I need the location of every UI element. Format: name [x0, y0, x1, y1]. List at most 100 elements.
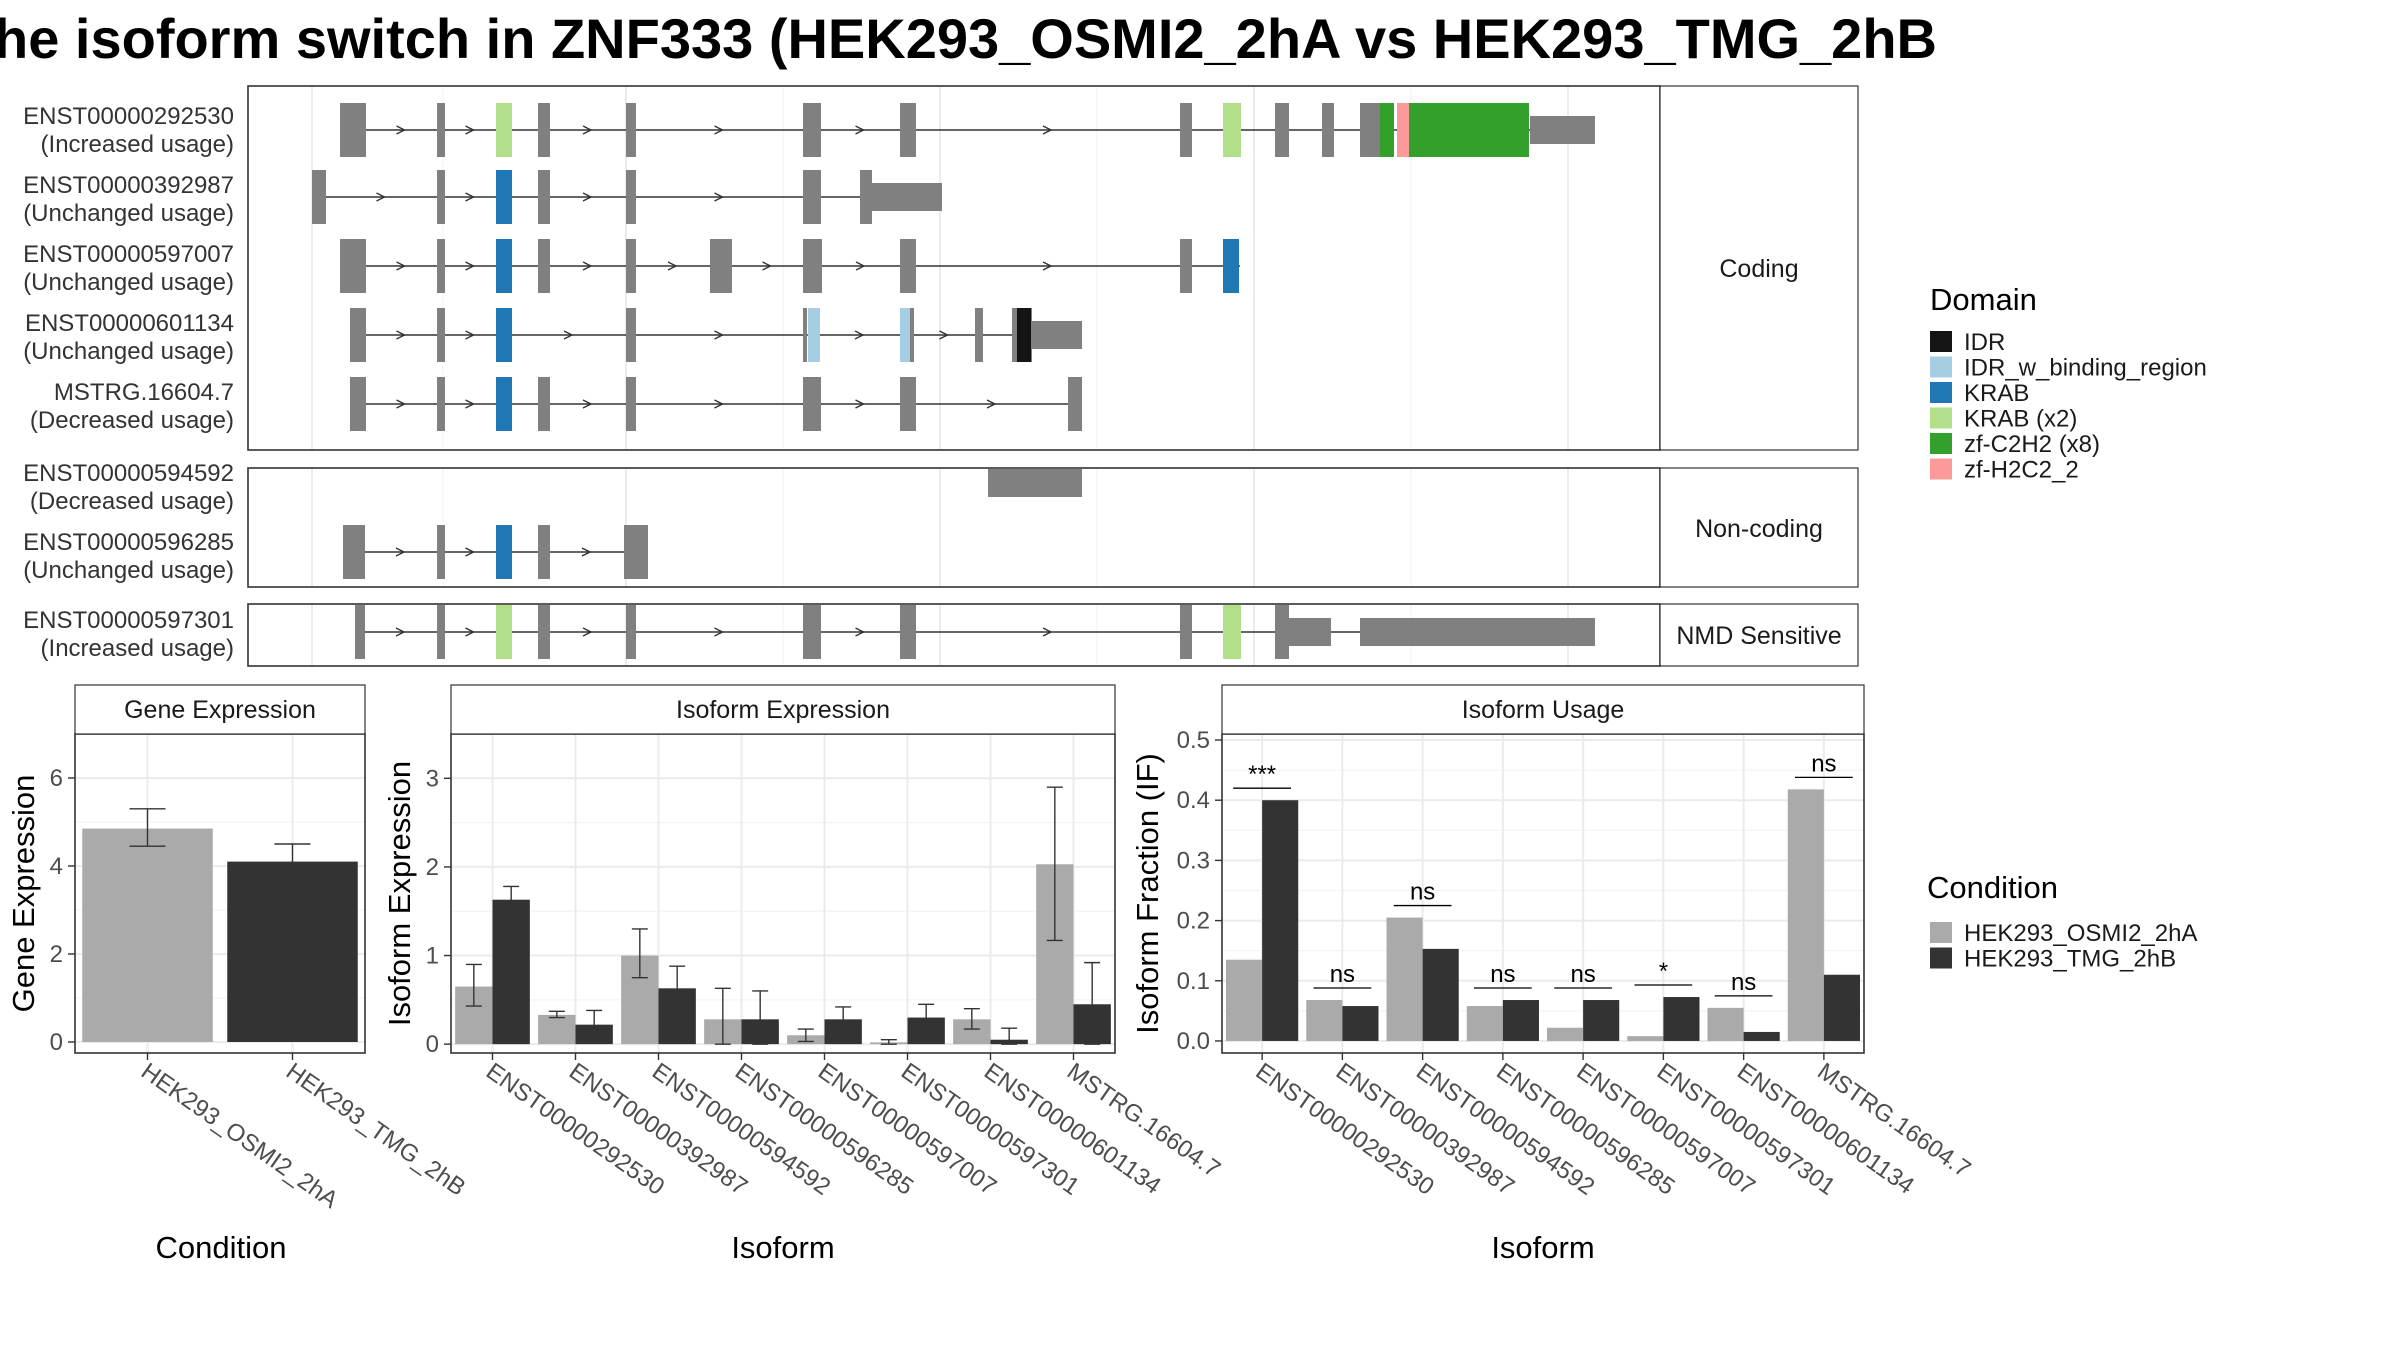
protein-domain [1223, 239, 1239, 293]
exon [1180, 605, 1192, 659]
exon [538, 377, 550, 431]
bar [1663, 997, 1700, 1041]
legend-key-label: IDR [1964, 329, 2005, 356]
bar [1226, 959, 1263, 1041]
exon [538, 239, 550, 293]
exon [340, 103, 366, 157]
exon [626, 103, 636, 157]
exon [1289, 618, 1331, 646]
exon [900, 103, 916, 157]
protein-domain [808, 308, 820, 362]
chart-title: Isoform Usage [1462, 696, 1625, 724]
exon [1275, 605, 1289, 659]
y-tick-label: 2 [426, 854, 439, 881]
x-axis-title: Isoform [731, 1230, 834, 1265]
bar [1502, 1000, 1539, 1041]
y-tick-label: 0 [426, 1031, 439, 1058]
exon [1180, 103, 1192, 157]
intron-direction-arrow [395, 627, 406, 637]
transcript-usage-label: (Unchanged usage) [23, 557, 234, 584]
legend-key-label: HEK293_OSMI2_2hA [1964, 920, 2197, 947]
condition-legend-title: Condition [1927, 870, 2058, 905]
exon [437, 605, 445, 659]
intron-direction-arrow [714, 125, 725, 135]
protein-domain [1017, 308, 1031, 362]
exon [437, 308, 445, 362]
transcript-id-label: ENST00000597007 [23, 241, 234, 268]
exon [1068, 377, 1082, 431]
exon [350, 377, 366, 431]
legend-key-swatch [1930, 356, 1952, 378]
transcript-id-label: ENST00000392987 [23, 172, 234, 199]
intron-direction-arrow [855, 627, 866, 637]
protein-domain [900, 308, 910, 362]
intron-direction-arrow [396, 125, 407, 135]
intron-direction-arrow [465, 261, 476, 271]
legend-key-label: IDR_w_binding_region [1964, 355, 2207, 382]
significance-label: ns [1410, 879, 1435, 906]
domain-legend-title: Domain [1930, 282, 2037, 317]
exon [626, 377, 636, 431]
exon [803, 605, 821, 659]
exon [538, 605, 550, 659]
protein-domain [496, 308, 512, 362]
significance-label: ns [1490, 961, 1515, 988]
facet-strip-noncoding [1659, 467, 1859, 588]
chart-title: Isoform Expression [676, 696, 890, 724]
isoform-usage-chart: *** ns ns ns ns * ns ns Isoform Usage 0.0 0.1 0.2 0.… [1130, 684, 1975, 1265]
protein-domain [1409, 103, 1529, 157]
transcript-usage-label: (Unchanged usage) [23, 200, 234, 227]
exon [803, 377, 821, 431]
exon [1360, 618, 1595, 646]
intron-direction-arrow [376, 192, 387, 202]
legend-key-swatch [1930, 382, 1952, 403]
exon [437, 103, 445, 157]
protein-domain [1397, 103, 1409, 157]
x-axis-title: Isoform [1491, 1230, 1594, 1265]
exon [1275, 103, 1289, 157]
exon [1180, 239, 1192, 293]
intron-direction-arrow [1042, 627, 1053, 637]
exon [340, 239, 366, 293]
exon [1530, 116, 1595, 144]
bar [82, 828, 213, 1042]
noncoding-panel [248, 468, 1660, 587]
facet-label-nmd: NMD Sensitive [1676, 622, 1841, 650]
facet-label-noncoding: Non-coding [1695, 515, 1823, 543]
legend-key-swatch [1930, 407, 1952, 429]
y-tick-label: 0.4 [1177, 787, 1210, 814]
transcript-tracks [312, 103, 1595, 659]
intron-direction-arrow [465, 125, 476, 135]
intron-direction-arrow [396, 330, 407, 340]
facet-strip [450, 684, 1116, 735]
exon [538, 103, 550, 157]
intron-direction-arrow [465, 192, 476, 202]
intron-direction-arrow [465, 399, 476, 409]
plot-panel [451, 734, 1115, 1053]
protein-domain [1223, 605, 1241, 659]
y-tick-label: 0 [50, 1029, 63, 1056]
exon [626, 239, 636, 293]
y-tick-label: 0.2 [1177, 908, 1210, 935]
exon [1032, 321, 1082, 349]
exon [975, 308, 983, 362]
exon [900, 239, 916, 293]
transcript-usage-label: (Unchanged usage) [23, 269, 234, 296]
intron-direction-arrow [714, 192, 725, 202]
exon [437, 525, 445, 579]
intron-direction-arrow [714, 330, 725, 340]
exon [355, 605, 365, 659]
exon [988, 469, 1082, 497]
exon [860, 170, 872, 224]
legend-key-swatch [1930, 922, 1952, 943]
intron-direction-arrow [855, 261, 866, 271]
facet-strip-coding [1659, 85, 1859, 451]
transcript-id-label: ENST00000596285 [23, 529, 234, 556]
exon [624, 525, 648, 579]
significance-label: *** [1248, 761, 1276, 788]
transcript-usage-label: (Increased usage) [41, 131, 234, 158]
exon [710, 239, 732, 293]
intron-direction-arrow [939, 330, 950, 340]
